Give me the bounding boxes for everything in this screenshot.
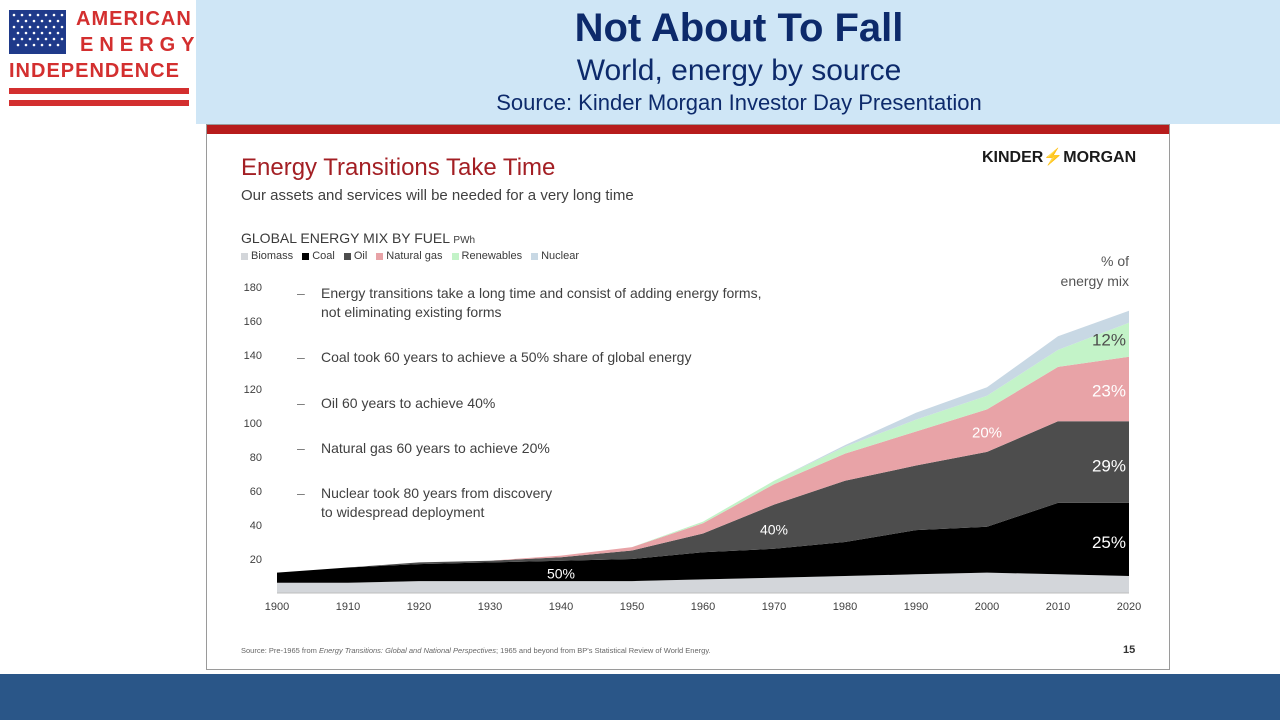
slide-top-rule — [207, 125, 1169, 134]
chart-unit: PWh — [453, 235, 476, 246]
chart-title-text: GLOBAL ENERGY MIX BY FUEL — [241, 230, 450, 246]
flag-logo-graphic — [9, 10, 189, 106]
legend-swatch — [241, 252, 248, 260]
page-title: Not About To Fall — [574, 6, 904, 50]
x-tick-label: 1900 — [265, 601, 289, 613]
y-tick-label: 100 — [244, 418, 262, 430]
area-natural-gas — [277, 356, 1129, 573]
legend-swatch — [451, 252, 459, 260]
y-tick-label: 160 — [244, 316, 262, 328]
logo-line-energy: ENERGY — [80, 34, 201, 56]
logo: AMERICAN ENERGY INDEPENDENCE — [0, 0, 196, 124]
area-coal — [277, 502, 1129, 583]
legend-item: Natural gas — [376, 250, 443, 262]
bullet-dash: – — [297, 285, 305, 301]
logo-line-american: AMERICAN — [76, 8, 192, 30]
legend-swatch — [531, 252, 539, 260]
y-tick-label: 40 — [250, 520, 262, 532]
legend-label: Coal — [312, 250, 335, 262]
x-tick-label: 1960 — [691, 601, 715, 613]
bullet-text: Oil 60 years to achieve 40% — [321, 395, 496, 411]
brand-right: MORGAN — [1063, 149, 1137, 166]
footer-bar — [0, 674, 1280, 720]
x-tick-label: 1930 — [478, 601, 502, 613]
area-oil — [277, 421, 1129, 573]
footnote-italic: Energy Transitions: Global and National … — [318, 646, 496, 655]
y-tick-label: 60 — [250, 486, 262, 498]
bullet-text: Natural gas 60 years to achieve 20% — [321, 440, 550, 456]
bullet-dash: – — [297, 349, 305, 365]
area-renewables — [277, 322, 1129, 573]
y-tick-label: 80 — [250, 452, 262, 464]
area-biomass — [277, 572, 1129, 593]
bullet-text: to widespread deployment — [321, 504, 485, 520]
x-tick-label: 1970 — [762, 601, 786, 613]
right-label-line2: energy mix — [1060, 273, 1129, 289]
y-tick-label: 20 — [250, 554, 262, 566]
y-tick-label: 140 — [244, 350, 262, 362]
share-annotation: 40% — [760, 521, 788, 537]
share-annotation: 12% — [1092, 331, 1126, 350]
footnote: Source: Pre-1965 from Energy Transitions… — [241, 646, 711, 655]
area-chart: 1900 1910 1920 1930 1940 1950 1960 1970 1980 1990… — [244, 282, 1142, 613]
right-label: % of energy mix — [1033, 251, 1129, 291]
share-annotation: 50% — [547, 566, 575, 582]
lightning-icon: ⚡ — [1043, 149, 1064, 166]
legend-swatch — [302, 252, 310, 260]
slide-subtitle: Our assets and services will be needed f… — [241, 187, 634, 204]
x-tick-label: 1990 — [904, 601, 928, 613]
bullet-text: not eliminating existing forms — [321, 304, 502, 320]
x-tick-label: 1980 — [833, 601, 857, 613]
y-tick-label: 180 — [244, 282, 262, 294]
legend-swatch — [343, 252, 351, 260]
x-tick-label: 2000 — [975, 601, 999, 613]
logo-line-independence: INDEPENDENCE — [9, 60, 180, 82]
page-subtitle: World, energy by source — [576, 54, 902, 87]
right-label-line1: % of — [1100, 253, 1129, 269]
legend-label: Renewables — [461, 250, 523, 262]
x-tick-label: 1920 — [407, 601, 431, 613]
share-annotation: 23% — [1092, 382, 1126, 401]
page-source: Source: Kinder Morgan Investor Day Prese… — [496, 90, 982, 115]
footnote-a: Source: Pre-1965 from — [241, 646, 319, 655]
legend-item: Renewables — [451, 250, 523, 262]
legend: Biomass Coal Oil Natural gas Renewables Nucle… — [241, 250, 588, 262]
header-band: AMERICAN ENERGY INDEPENDENCE Not About T… — [0, 0, 1280, 124]
legend-swatch — [376, 252, 384, 260]
share-annotation: 29% — [1092, 457, 1126, 476]
legend-label: Biomass — [251, 250, 294, 262]
legend-item: Oil — [343, 250, 368, 262]
legend-label: Nuclear — [541, 250, 579, 262]
page-number: 15 — [1123, 644, 1136, 656]
x-tick-label: 2020 — [1117, 601, 1141, 613]
bullet-dash: – — [297, 395, 305, 411]
legend-label: Natural gas — [386, 250, 443, 262]
legend-item: Nuclear — [531, 250, 579, 262]
brand-left: KINDER — [982, 149, 1044, 166]
slide: Energy Transitions Take Time Our assets … — [206, 124, 1170, 670]
bullet-text: Nuclear took 80 years from discovery — [321, 485, 553, 501]
x-tick-label: 1950 — [620, 601, 644, 613]
legend-item: Coal — [302, 250, 335, 262]
chart-title: GLOBAL ENERGY MIX BY FUEL PWh — [241, 230, 475, 246]
x-tick-label: 2010 — [1046, 601, 1070, 613]
slide-title: Energy Transitions Take Time — [241, 154, 556, 181]
bullet-dash: – — [297, 440, 305, 456]
share-annotation: 25% — [1092, 533, 1126, 552]
bullet-dash: – — [297, 485, 305, 501]
bullet-text: Energy transitions take a long time and … — [321, 285, 762, 301]
footnote-b: ; 1965 and beyond from BP's Statistical … — [496, 646, 711, 655]
y-tick-label: 120 — [244, 384, 262, 396]
legend-label: Oil — [353, 250, 368, 262]
share-annotation: 20% — [972, 425, 1002, 442]
x-tick-label: 1910 — [336, 601, 360, 613]
kinder-morgan-logo: KINDER⚡MORGAN — [982, 147, 1136, 167]
legend-item: Biomass — [241, 250, 293, 262]
x-tick-label: 1940 — [549, 601, 573, 613]
bullet-text: Coal took 60 years to achieve a 50% shar… — [321, 349, 692, 365]
